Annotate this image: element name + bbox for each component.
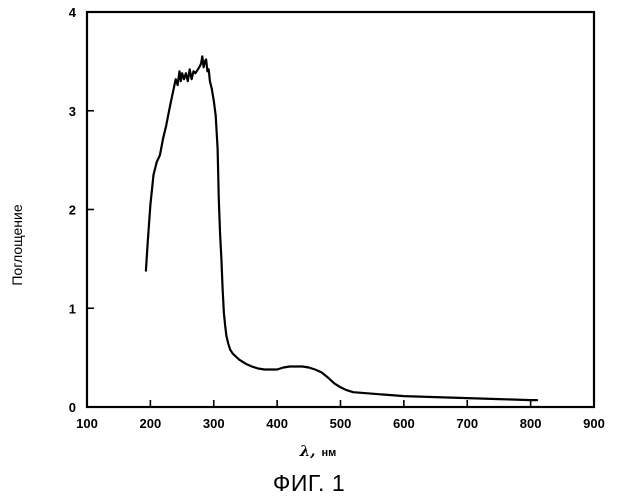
x-tick-label: 300: [203, 416, 225, 431]
y-axis-label: Поглощение: [9, 204, 25, 285]
x-tick-label: 600: [393, 416, 415, 431]
x-tick-label: 400: [266, 416, 288, 431]
x-tick-label: 900: [583, 416, 605, 431]
figure-caption: ФИГ. 1: [0, 470, 618, 497]
axis-ticks: [87, 12, 594, 407]
x-axis-label-unit: нм: [321, 447, 336, 459]
x-tick-label: 500: [330, 416, 352, 431]
x-axis-label-symbol: λ,: [299, 442, 316, 460]
x-tick-label: 200: [140, 416, 162, 431]
x-tick-label: 800: [520, 416, 542, 431]
absorption-series-line: [146, 56, 537, 400]
y-tick-label: 1: [69, 301, 76, 316]
x-tick-label: 700: [456, 416, 478, 431]
y-tick-label: 3: [69, 104, 76, 119]
y-tick-label: 0: [69, 400, 76, 415]
plot-frame: [87, 12, 594, 407]
y-tick-label: 2: [69, 203, 76, 218]
x-axis-label: λ, нм: [299, 442, 337, 460]
y-tick-label: 4: [69, 5, 77, 20]
x-tick-label: 100: [76, 416, 98, 431]
series-layer: [146, 56, 537, 400]
plot-frame-border: [87, 12, 594, 407]
